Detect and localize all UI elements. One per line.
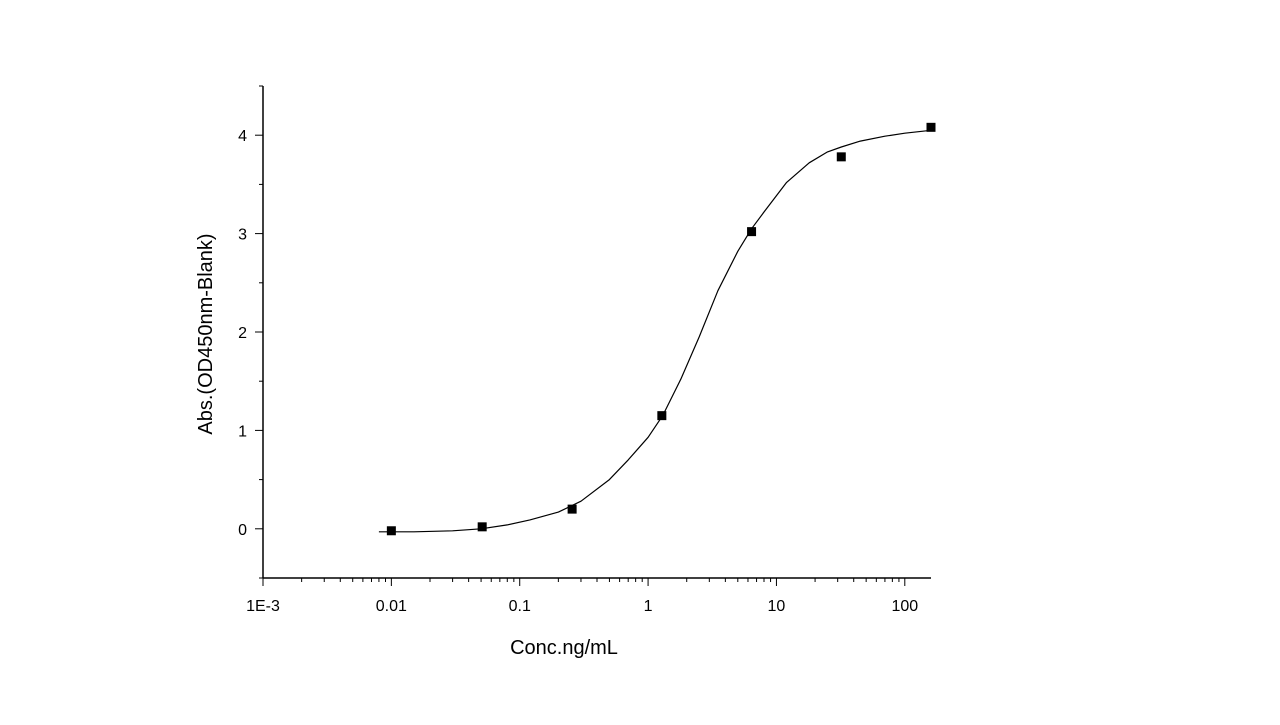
- data-point: [657, 411, 667, 421]
- data-point: [386, 526, 396, 536]
- data-point: [836, 152, 846, 162]
- data-point: [747, 227, 757, 237]
- data-point: [567, 504, 577, 514]
- data-points-layer: [386, 122, 936, 536]
- data-point: [926, 122, 936, 132]
- x-tick-label: 10: [768, 598, 786, 615]
- x-tick-label: 1: [644, 598, 653, 615]
- y-tick-label: 0: [238, 522, 247, 539]
- fitted-curve-layer: [378, 129, 932, 533]
- x-tick-label: 0.1: [509, 598, 531, 615]
- y-tick-label: 2: [238, 325, 247, 342]
- data-point: [477, 522, 487, 532]
- x-tick-label: 1E-3: [246, 598, 280, 615]
- y-tick-label: 3: [238, 227, 247, 244]
- x-axis-title: Conc.ng/mL: [510, 637, 618, 659]
- y-axis-title: Abs.(OD450nm-Blank): [195, 233, 217, 434]
- axes: 0 1 2 3 4 1E-3 0.01 0.1 1 10 100: [238, 85, 931, 615]
- y-tick-label: 4: [238, 128, 247, 145]
- x-tick-label: 0.01: [376, 598, 407, 615]
- fitted-curve: [378, 129, 932, 533]
- x-tick-label: 100: [891, 598, 918, 615]
- y-tick-label: 1: [238, 423, 247, 440]
